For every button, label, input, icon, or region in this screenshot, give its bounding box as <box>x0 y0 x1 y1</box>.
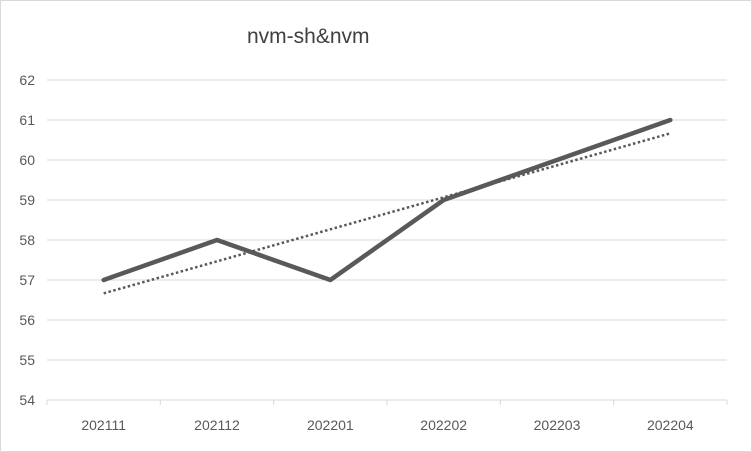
y-tick-label: 56 <box>19 312 35 328</box>
y-tick-label: 61 <box>19 112 35 128</box>
trendline-layer <box>103 132 671 295</box>
x-axis <box>46 399 728 405</box>
y-tick-label: 54 <box>19 392 35 408</box>
x-tick-label: 202112 <box>194 417 240 433</box>
x-tick-label: 202204 <box>647 417 694 433</box>
series-layer <box>101 117 673 283</box>
x-tick-label: 202201 <box>307 417 354 433</box>
y-tick-label: 58 <box>19 232 35 248</box>
y-tick-label: 60 <box>19 152 35 168</box>
y-axis-tick-labels: 54 55 56 57 58 59 60 61 62 <box>19 72 35 408</box>
x-tick-label: 202111 <box>81 417 126 433</box>
series-line <box>101 117 673 283</box>
chart-title: nvm-sh&nvm <box>247 25 370 48</box>
y-tick-label: 62 <box>19 72 35 88</box>
trendline <box>103 132 671 295</box>
x-axis-tick-labels: 202111 202112 202201 202202 202203 202204 <box>81 417 694 433</box>
y-tick-label: 59 <box>19 192 35 208</box>
y-tick-label: 55 <box>19 352 35 368</box>
y-tick-label: 57 <box>19 272 35 288</box>
x-tick-label: 202203 <box>534 417 581 433</box>
gridlines <box>47 79 727 361</box>
x-tick-label: 202202 <box>420 417 467 433</box>
